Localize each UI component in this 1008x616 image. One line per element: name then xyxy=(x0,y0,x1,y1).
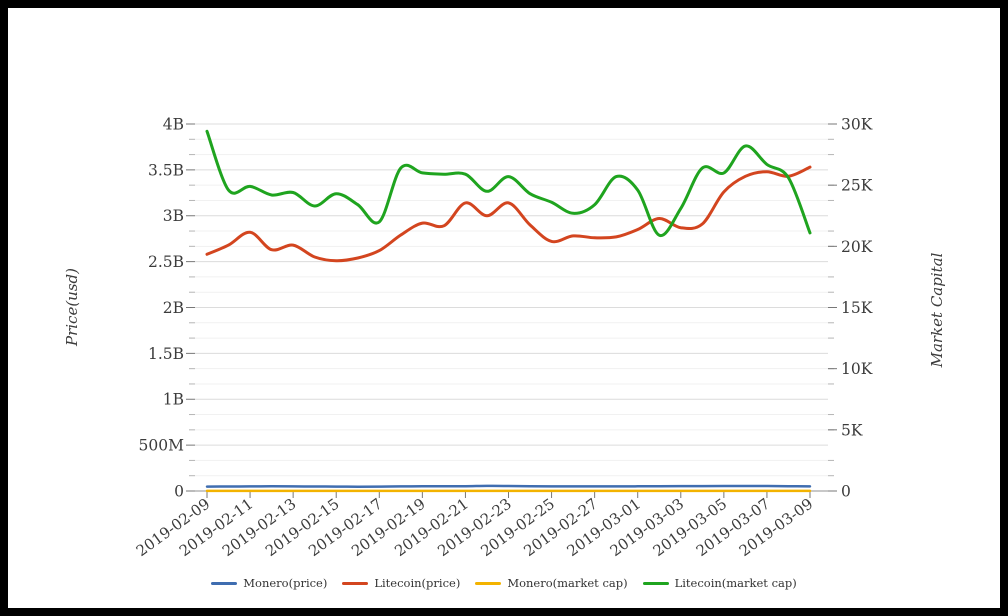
series-line-litecoin-market-cap- xyxy=(205,129,812,237)
legend-swatch xyxy=(211,581,238,585)
left-axis-tick-label: 0 xyxy=(174,482,184,500)
right-axis-tick-label: 5K xyxy=(841,421,863,439)
legend-swatch xyxy=(475,581,502,585)
left-axis-tick-label: 3.5B xyxy=(148,161,184,179)
legend-swatch xyxy=(642,581,669,585)
left-axis-tick-label: 2B xyxy=(163,299,184,317)
legend-label: Monero(price) xyxy=(243,576,328,590)
legend-item-monero-market-cap-[interactable]: Monero(market cap) xyxy=(475,576,628,590)
series-line-monero-price- xyxy=(205,484,812,488)
left-axis-tick-label: 2.5B xyxy=(148,253,184,271)
legend-label: Litecoin(price) xyxy=(374,576,461,590)
chart-legend: Monero(price) Litecoin(price) Monero(marke… xyxy=(8,576,1000,590)
left-axis-tick-label: 1.5B xyxy=(148,345,184,363)
legend-item-litecoin-price-[interactable]: Litecoin(price) xyxy=(342,576,460,590)
left-axis-tick-label: 1B xyxy=(163,391,184,409)
right-axis-tick-label: 30K xyxy=(841,115,873,133)
legend-item-monero-price-[interactable]: Monero(price) xyxy=(211,576,327,590)
legend-label: Monero(market cap) xyxy=(507,576,628,590)
left-axis-tick-label: 500M xyxy=(139,437,185,455)
right-axis-tick-label: 0 xyxy=(841,482,851,500)
left-axis-title: Price(usd) xyxy=(63,267,81,347)
right-axis-title: Market Capital xyxy=(928,252,946,368)
left-axis-tick-label: 3B xyxy=(163,207,184,225)
right-axis-tick-label: 25K xyxy=(841,177,873,195)
right-axis-tick-label: 15K xyxy=(841,299,873,317)
right-axis-tick-label: 20K xyxy=(841,238,873,256)
series-line-litecoin-price- xyxy=(205,165,812,263)
legend-swatch xyxy=(342,581,369,585)
legend-item-litecoin-market-cap-[interactable]: Litecoin(market cap) xyxy=(642,576,797,590)
left-axis-tick-label: 4B xyxy=(163,115,184,133)
right-axis-tick-label: 10K xyxy=(841,360,873,378)
legend-label: Litecoin(market cap) xyxy=(674,576,797,590)
